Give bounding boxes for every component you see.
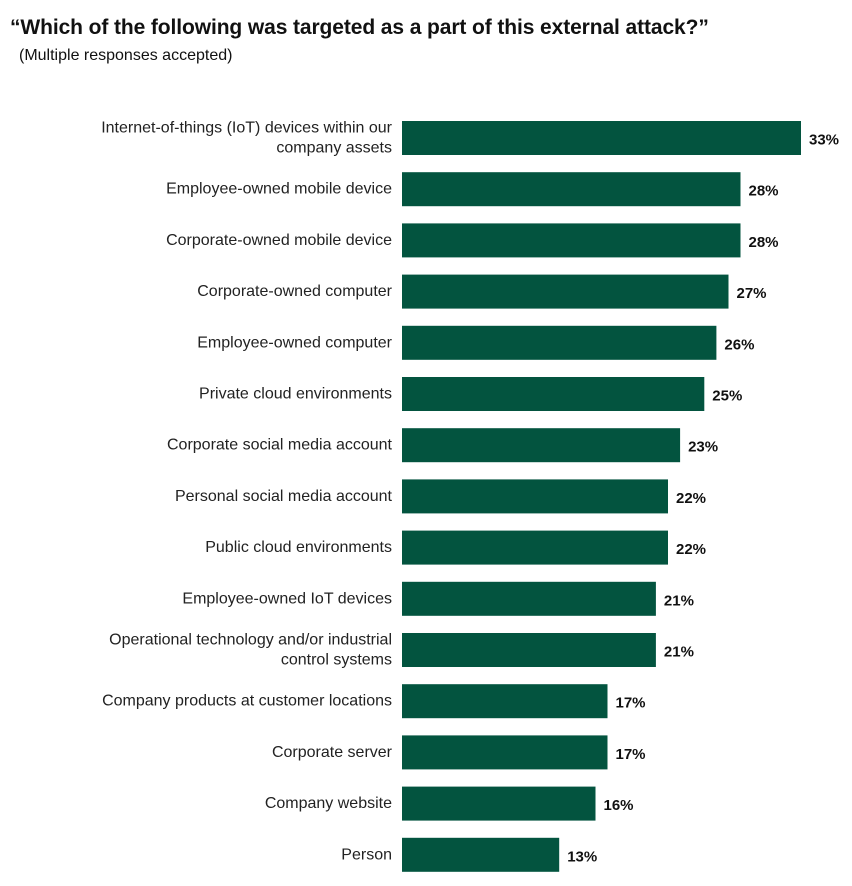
bar: [402, 325, 717, 360]
category-label: Corporate-owned mobile device: [166, 232, 392, 249]
category-labels: Internet-of-things (IoT) devices within …: [101, 120, 392, 864]
value-label: 27%: [737, 285, 767, 302]
category-label: Employee-owned computer: [197, 334, 392, 351]
bar: [402, 172, 741, 207]
value-labels: 33% 28% 28% 27% 26% 25% 23% 22% 22% 21% 21% 17% 17% 1…: [567, 132, 839, 866]
value-label: 16%: [604, 797, 634, 814]
bar: [402, 223, 741, 258]
category-label: Corporate-owned computer: [197, 283, 392, 300]
value-label: 23%: [688, 439, 718, 456]
bars-layer: [402, 121, 801, 872]
value-label: 17%: [616, 695, 646, 712]
chart-subtitle: (Multiple responses accepted): [19, 47, 233, 64]
bar: [402, 377, 705, 411]
value-label: 22%: [676, 490, 706, 507]
category-label: Employee-owned mobile device: [166, 181, 392, 198]
category-label: Company products at customer locations: [102, 693, 392, 710]
value-label: 22%: [676, 541, 706, 558]
bar: [402, 530, 668, 565]
value-label: 28%: [749, 234, 779, 251]
bar: [402, 684, 608, 719]
value-label: 33%: [809, 132, 839, 149]
category-label: control systems: [281, 652, 392, 669]
category-label: Employee-owned IoT devices: [182, 590, 392, 607]
value-label: 28%: [749, 183, 779, 200]
bar: [402, 479, 668, 514]
bar: [402, 581, 656, 616]
category-label: company assets: [276, 140, 392, 157]
category-label: Personal social media account: [175, 488, 393, 505]
bar: [402, 274, 729, 309]
chart-title: “Which of the following was targeted as …: [10, 16, 709, 39]
bar: [402, 428, 681, 463]
category-label: Operational technology and/or industrial: [109, 632, 392, 649]
value-label: 21%: [664, 592, 694, 609]
category-label: Company website: [265, 795, 392, 812]
bar: [402, 633, 656, 667]
category-label: Corporate server: [272, 744, 393, 761]
bar: [402, 786, 596, 821]
bar: [402, 735, 608, 770]
value-label: 26%: [724, 336, 754, 353]
category-label: Private cloud environments: [199, 386, 392, 403]
category-label: Corporate social media account: [167, 437, 393, 454]
category-label: Person: [341, 846, 392, 863]
category-label: Internet-of-things (IoT) devices within …: [101, 120, 392, 137]
value-label: 21%: [664, 644, 694, 661]
bar: [402, 121, 801, 155]
category-label: Public cloud environments: [205, 539, 392, 556]
bar: [402, 837, 560, 872]
value-label: 17%: [616, 746, 646, 763]
value-label: 25%: [712, 388, 742, 405]
value-label: 13%: [567, 848, 597, 865]
